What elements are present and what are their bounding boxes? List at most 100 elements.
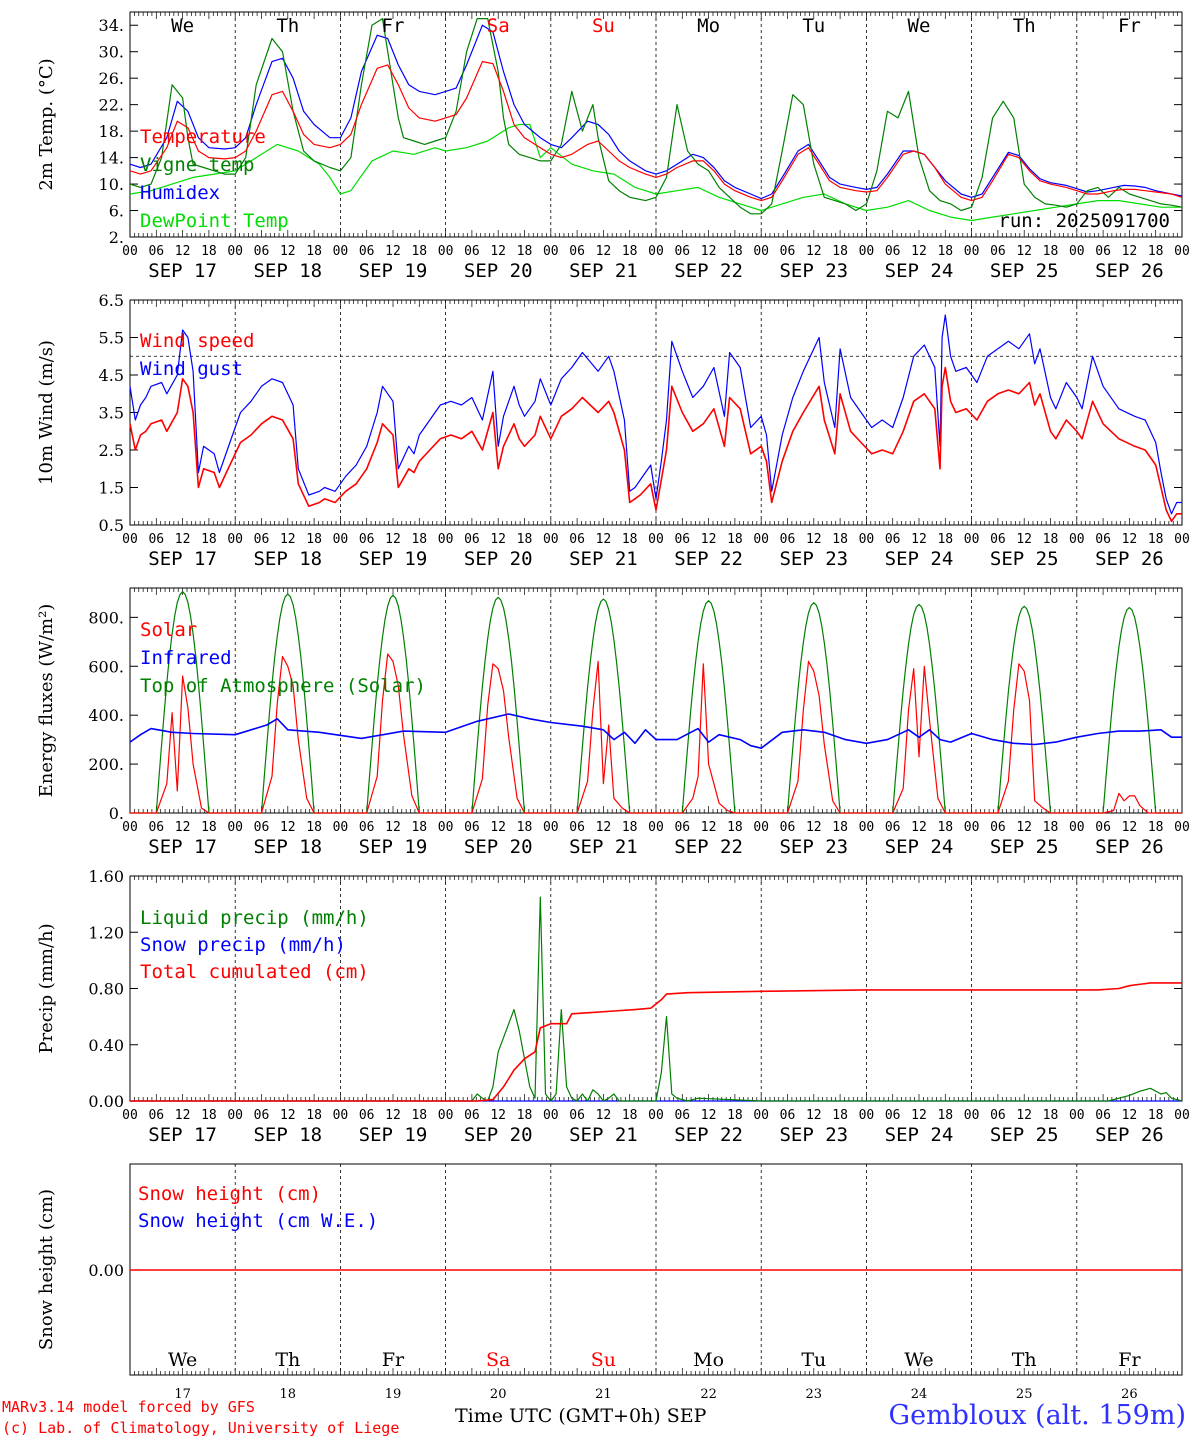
temp-date-label: SEP 21 <box>569 260 638 282</box>
temp-date-label: SEP 23 <box>779 260 848 282</box>
wind-frame <box>129 299 1183 526</box>
snow-legend-entry: Snow height (cm) <box>138 1183 321 1205</box>
flux-hour-label: 06 <box>1095 820 1111 835</box>
precip-hour-label: 18 <box>1043 1108 1059 1123</box>
precip-hour-label: 06 <box>569 1108 585 1123</box>
flux-hour-label: 06 <box>254 820 270 835</box>
wind-hour-label: 06 <box>254 532 270 547</box>
precip-hour-label: 06 <box>464 1108 480 1123</box>
temp-hour-label: 00 <box>859 244 875 259</box>
precip-date-label: SEP 25 <box>990 1124 1059 1146</box>
precip-hour-label: 00 <box>859 1108 875 1123</box>
snow-day-number: 18 <box>280 1387 297 1402</box>
temp-hour-label: 06 <box>148 244 164 259</box>
temp-ytick-label: 14. <box>99 149 124 168</box>
precip-hour-label: 00 <box>543 1108 559 1123</box>
precip-date-label: SEP 21 <box>569 1124 638 1146</box>
precip-hour-label: 18 <box>937 1108 953 1123</box>
precip-date-label: SEP 22 <box>674 1124 743 1146</box>
temp-ytick-label: 10. <box>99 175 124 194</box>
flux-legend-entry: Infrared <box>140 647 232 669</box>
wind-hour-label: 00 <box>333 532 349 547</box>
precip-hour-label: 18 <box>306 1108 322 1123</box>
wind-ytick-label: 3.5 <box>99 404 124 423</box>
temp-date-label: SEP 17 <box>148 260 217 282</box>
temp-hour-label: 00 <box>1174 244 1190 259</box>
precip-hour-label: 06 <box>148 1108 164 1123</box>
flux-hour-label: 00 <box>1069 820 1085 835</box>
precip-date-label: SEP 24 <box>885 1124 954 1146</box>
precip-ytick-label: 1.20 <box>88 923 124 942</box>
flux-date-label: SEP 26 <box>1095 836 1164 858</box>
flux-hour-label: 00 <box>859 820 875 835</box>
precip-hour-label: 00 <box>227 1108 243 1123</box>
temp-weekday-label: Tu <box>802 15 825 37</box>
temp-date-label: SEP 25 <box>990 260 1059 282</box>
temp-hour-label: 00 <box>543 244 559 259</box>
flux-hour-label: 18 <box>411 820 427 835</box>
precip-hour-label: 12 <box>280 1108 296 1123</box>
temp-frame <box>129 11 1183 238</box>
temp-hour-label: 12 <box>280 244 296 259</box>
snow-weekday-label: Mo <box>693 1349 724 1371</box>
wind-ytick-label: 1.5 <box>99 479 124 498</box>
temp-weekday-label: Su <box>592 15 615 37</box>
wind-hour-label: 12 <box>596 532 612 547</box>
x-axis-title: Time UTC (GMT+0h) SEP <box>455 1405 707 1427</box>
flux-hour-label: 06 <box>148 820 164 835</box>
temp-weekday-label: We <box>908 15 931 37</box>
wind-hour-label: 18 <box>306 532 322 547</box>
wind-date-label: SEP 18 <box>253 548 322 570</box>
snow-ylabel: Snow height (cm) <box>36 1189 57 1350</box>
snow-day-number: 20 <box>490 1387 507 1402</box>
wind-hour-label: 18 <box>517 532 533 547</box>
temp-hour-label: 00 <box>964 244 980 259</box>
temp-weekday-label: Sa <box>487 15 510 37</box>
precip-hour-label: 18 <box>832 1108 848 1123</box>
temp-hour-label: 00 <box>438 244 454 259</box>
temp-hour-label: 06 <box>359 244 375 259</box>
flux-hour-label: 00 <box>438 820 454 835</box>
precip-hour-label: 12 <box>1016 1108 1032 1123</box>
wind-speed-line <box>129 366 1182 523</box>
temp-series-line <box>129 18 1183 215</box>
wind-hour-label: 00 <box>964 532 980 547</box>
wind-ytick-label: 4.5 <box>99 366 124 385</box>
wind-hour-label: 06 <box>674 532 690 547</box>
wind-hour-label: 18 <box>1043 532 1059 547</box>
temp-hour-label: 18 <box>411 244 427 259</box>
precip-hour-label: 18 <box>411 1108 427 1123</box>
precip-hour-label: 00 <box>1069 1108 1085 1123</box>
flux-ytick-label: 600. <box>88 657 124 676</box>
flux-legend-entry: Solar <box>140 619 197 641</box>
precip-legend-entry: Snow precip (mm/h) <box>140 934 346 956</box>
precip-ytick-label: 0.00 <box>88 1092 124 1111</box>
wind-hour-label: 00 <box>648 532 664 547</box>
temp-date-label: SEP 19 <box>359 260 428 282</box>
temp-hour-label: 18 <box>306 244 322 259</box>
precip-hour-label: 06 <box>674 1108 690 1123</box>
precip-hour-label: 00 <box>648 1108 664 1123</box>
temp-hour-label: 12 <box>911 244 927 259</box>
temp-legend-entry: Temperature <box>140 126 266 148</box>
wind-hour-label: 06 <box>464 532 480 547</box>
precip-total-line <box>130 982 1182 1102</box>
temp-ytick-label: 2. <box>109 228 124 247</box>
flux-ytick-label: 200. <box>88 755 124 774</box>
flux-hour-label: 12 <box>385 820 401 835</box>
wind-hour-label: 18 <box>1148 532 1164 547</box>
wind-hour-label: 00 <box>1174 532 1190 547</box>
flux-hour-label: 12 <box>1122 820 1138 835</box>
flux-hour-label: 12 <box>1016 820 1032 835</box>
snow-weekday-label: Fr <box>1118 1349 1141 1371</box>
flux-hour-label: 00 <box>1174 820 1190 835</box>
flux-date-label: SEP 18 <box>253 836 322 858</box>
temp-date-label: SEP 26 <box>1095 260 1164 282</box>
temp-hour-label: 00 <box>227 244 243 259</box>
wind-hour-label: 12 <box>490 532 506 547</box>
flux-hour-label: 18 <box>937 820 953 835</box>
temp-weekday-label: Th <box>276 15 299 37</box>
flux-solar-line <box>130 653 1182 814</box>
precip-hour-label: 12 <box>175 1108 191 1123</box>
precip-hour-label: 12 <box>806 1108 822 1123</box>
